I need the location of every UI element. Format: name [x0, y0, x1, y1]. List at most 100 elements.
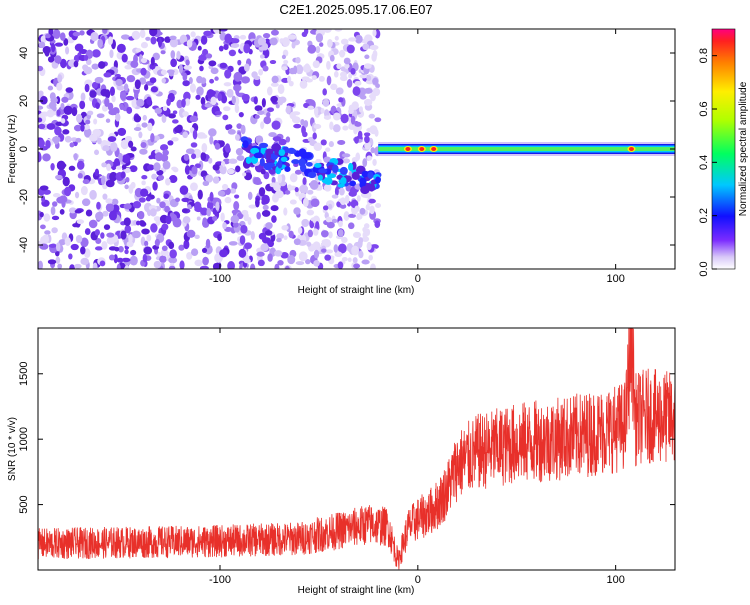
noise-blob: [54, 55, 62, 64]
noise-blob: [234, 194, 240, 199]
noise-blob: [129, 255, 138, 266]
noise-blob: [191, 153, 197, 160]
noise-blob: [218, 45, 224, 52]
noise-blob: [278, 138, 287, 146]
spectrogram-y-label: Frequency (Hz): [7, 115, 18, 184]
noise-blob: [135, 48, 142, 53]
noise-blob: [339, 71, 347, 78]
noise-blob: [219, 62, 228, 69]
noise-blob: [328, 203, 333, 210]
noise-blob: [222, 114, 229, 121]
noise-blob: [309, 180, 319, 190]
noise-blob: [250, 263, 256, 269]
noise-blob: [189, 83, 196, 93]
noise-blob: [240, 224, 248, 234]
snr-x-tick-label: 0: [415, 574, 421, 586]
noise-blob: [217, 233, 222, 242]
noise-blob: [332, 124, 341, 133]
transition-blob: [291, 159, 300, 165]
transition-blob: [265, 148, 274, 155]
noise-blob: [369, 205, 375, 215]
noise-blob: [169, 35, 177, 40]
noise-blob: [156, 169, 164, 176]
noise-blob: [91, 63, 99, 70]
noise-blob: [195, 94, 201, 100]
noise-blob: [138, 131, 143, 139]
noise-blob: [303, 29, 309, 35]
noise-blob: [47, 259, 57, 265]
noise-blob: [239, 235, 246, 245]
transition-blob: [318, 168, 328, 174]
noise-blob: [270, 82, 279, 87]
transition-blob: [253, 152, 264, 159]
noise-blob: [253, 180, 263, 185]
noise-blob: [105, 179, 115, 188]
noise-blob: [52, 136, 61, 143]
noise-blob: [358, 106, 364, 113]
noise-blob: [104, 97, 110, 107]
noise-blob: [275, 103, 280, 109]
noise-blob: [324, 254, 332, 261]
noise-blob: [141, 122, 148, 128]
spectrogram-y-tick-label: 20: [18, 95, 30, 107]
noise-blob: [68, 253, 73, 260]
noise-blob: [301, 218, 310, 228]
noise-blob: [375, 203, 382, 208]
noise-blob: [370, 263, 376, 269]
noise-blob: [144, 240, 149, 247]
noise-blob: [271, 120, 281, 130]
spectrogram-heatmap: [38, 29, 675, 269]
noise-blob: [168, 113, 176, 119]
transition-blob: [368, 183, 376, 192]
noise-blob: [164, 205, 171, 213]
noise-blob: [368, 254, 373, 261]
noise-blob: [208, 128, 217, 137]
noise-blob: [58, 195, 68, 204]
noise-blob: [130, 249, 137, 256]
noise-blob: [130, 146, 137, 152]
noise-blob: [62, 176, 70, 187]
noise-blob: [261, 199, 267, 205]
noise-blob: [256, 211, 261, 220]
noise-blob: [348, 213, 356, 218]
transition-blob: [348, 162, 354, 172]
noise-blob: [138, 77, 147, 85]
noise-blob: [222, 222, 227, 230]
noise-blob: [344, 194, 350, 204]
noise-blob: [182, 80, 190, 87]
noise-blob: [262, 204, 269, 211]
noise-blob: [190, 142, 198, 148]
colorbar-tick-label: 0.2: [698, 208, 710, 223]
figure-title: C2E1.2025.095.17.06.E07: [279, 2, 432, 17]
transition-blob: [317, 174, 323, 181]
noise-blob: [340, 113, 349, 124]
noise-blob: [149, 77, 157, 84]
noise-blob: [323, 156, 331, 163]
transition-blob: [351, 171, 360, 181]
noise-blob: [199, 65, 204, 72]
noise-blob: [63, 105, 73, 115]
noise-blob: [310, 198, 320, 207]
noise-blob: [226, 88, 234, 98]
noise-blob: [77, 172, 83, 179]
spectrogram-axes: -100 0 100 -40 -20 0 20 40: [18, 29, 675, 285]
noise-blob: [363, 223, 370, 229]
noise-blob: [64, 186, 72, 197]
noise-blob: [91, 81, 98, 89]
noise-blob: [47, 85, 54, 91]
noise-blob: [182, 216, 191, 224]
noise-blob: [202, 48, 209, 56]
noise-blob: [285, 105, 291, 115]
noise-blob: [38, 41, 46, 49]
noise-blob: [85, 209, 93, 217]
noise-blob: [312, 132, 317, 140]
noise-blob: [350, 68, 356, 75]
noise-blob: [222, 183, 229, 191]
noise-blob: [277, 84, 285, 95]
noise-blob: [212, 263, 219, 269]
transition-blob: [360, 186, 370, 195]
noise-blob: [312, 60, 320, 69]
noise-blob: [141, 228, 150, 235]
snr-axes: -100 0 100 500 1000 1500: [18, 328, 675, 586]
noise-blob: [55, 242, 61, 252]
